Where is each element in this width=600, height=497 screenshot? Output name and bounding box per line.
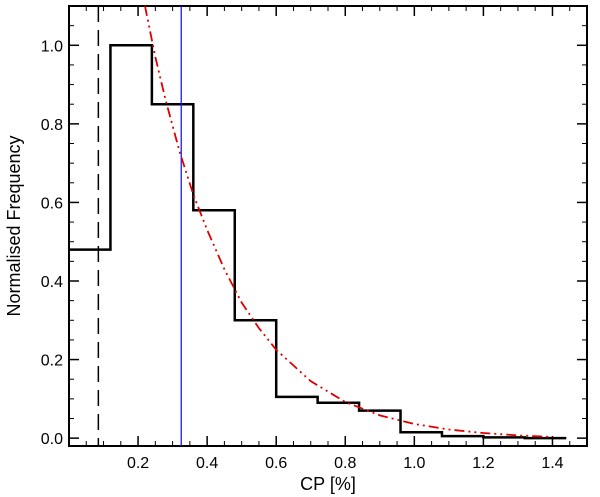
x-tick-label: 0.2 [127,455,149,472]
x-tick-label: 1.2 [472,455,494,472]
y-tick-label: 1.0 [41,38,63,55]
fit-curve [144,5,553,438]
y-tick-label: 0.4 [41,274,63,291]
plot-frame [68,5,588,447]
x-axis-title: CP [%] [300,474,356,494]
tick-labels: 0.2 0.4 0.6 0.8 1.0 1.2 1.4 0.0 0.2 0.4 0.6 0.8 1.0 [41,38,564,472]
reference-lines [97,6,182,446]
x-tick-label: 1.4 [541,455,563,472]
fit-curve-group [144,5,553,438]
histogram-outline [69,44,567,440]
x-tick-label: 0.8 [334,455,356,472]
y-tick-label: 0.0 [41,431,63,448]
axis-ticks [69,6,587,446]
x-tick-label: 0.4 [196,455,218,472]
y-tick-label: 0.8 [41,117,63,134]
y-tick-label: 0.2 [41,353,63,370]
y-tick-label: 0.6 [41,195,63,212]
x-tick-label: 0.6 [265,455,287,472]
y-axis-title: Normalised Frequency [4,135,24,316]
x-tick-label: 1.0 [403,455,425,472]
histogram [69,44,567,440]
